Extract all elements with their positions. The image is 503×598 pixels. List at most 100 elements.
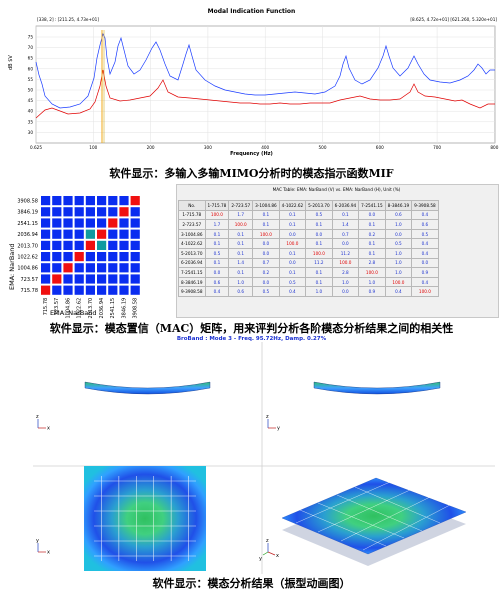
mac-cell [52, 218, 62, 228]
table-row: 5-2013.70 0.5 0.1 0.0 0.1 100.0 11.2 0.1 1.0 0.4 [178, 247, 439, 259]
mac-table-cell: 1.0 [384, 267, 413, 278]
mif-ytick: 40 [28, 109, 34, 114]
side-view-shape [313, 381, 441, 395]
mac-ylabel: 1004.86 [17, 266, 38, 272]
mac-table-cell: 0.0 [305, 228, 333, 240]
mac-cell [97, 218, 107, 228]
mif-xtick: 400 [261, 145, 269, 150]
mac-cell [85, 285, 95, 295]
mac-table-cell: 0.1 [358, 219, 386, 230]
mac-cell [74, 274, 84, 284]
mac-cell [74, 196, 84, 206]
mac-table-cell: 100.0 [331, 257, 360, 269]
mac-table-cell: 1.0 [228, 276, 254, 288]
mif-plot-frame [35, 25, 496, 144]
mac-cell [63, 252, 73, 262]
mac-xlabel: 2036.94 [99, 298, 105, 319]
mac-table-cell: 0.4 [278, 286, 307, 297]
mac-cell [74, 263, 84, 273]
mif-ytick: 55 [28, 77, 34, 82]
mac-table-header: 5-2013.70 [305, 200, 333, 211]
mac-cell [119, 196, 129, 206]
mac-cell [74, 207, 84, 217]
mac-ylabel: 1022.62 [17, 255, 38, 261]
mac-cell [85, 218, 95, 228]
mac-table-cell: 0.1 [278, 267, 307, 278]
top-view-shape [84, 466, 206, 571]
mac-table-row-label: 6-2036.94 [178, 257, 206, 269]
mac-cell [41, 207, 51, 217]
mac-ylabel: 715.78 [21, 288, 39, 294]
mac-cell [108, 207, 118, 217]
mif-chart[interactable]: 75 70 65 60 55 50 45 40 35 30 0.625 100 200 300 400 500… [0, 0, 503, 165]
mif-cursor-left: [338, 2] : [211.25, 4.73e+01] [37, 17, 99, 22]
mac-table-cell: 0.6 [384, 209, 413, 221]
mac-table-cell: 0.2 [252, 267, 280, 278]
mac-table-cell: 0.1 [204, 228, 230, 240]
mac-cell [97, 252, 107, 262]
mac-cell [97, 240, 107, 250]
mac-xlabel: 3908.58 [133, 298, 139, 319]
mac-table-cell: 0.7 [331, 228, 360, 240]
mac-cell [85, 196, 95, 206]
mac-table-cell: 0.4 [204, 286, 230, 297]
mac-table-cell: 0.1 [305, 276, 333, 288]
mac-table-header: 2-723.57 [228, 200, 254, 211]
mac-table-cell: 1.0 [331, 276, 360, 288]
mac-table-cell: 0.0 [331, 286, 360, 297]
mac-cell [119, 274, 129, 284]
iso-view-shape [281, 477, 467, 566]
mac-cell [108, 240, 118, 250]
mac-table-cell: 0.1 [252, 219, 280, 230]
mac-table-cell: 0.4 [411, 247, 439, 259]
mif-xtick: 500 [319, 145, 327, 150]
mif-xlabel: Frequency (Hz) [230, 151, 273, 157]
mac-ylabel: 2541.15 [17, 221, 38, 227]
mode-shape-views[interactable]: z x z y y x y z x [0, 342, 503, 574]
mac-table-cell: 0.4 [411, 238, 439, 249]
mac-cell [108, 263, 118, 273]
mac-table-row-label: 8-3846.19 [178, 276, 206, 288]
mac-table: No. 1-715.78 2-723.57 3-1004.86 4-1022.62 5-2… [178, 200, 439, 297]
table-row: 6-2036.94 0.1 1.4 0.7 0.0 11.2 100.0 2.8 1.0 0.0 [178, 257, 439, 269]
table-row: 4-1022.62 0.1 0.1 0.0 100.0 0.1 0.0 0.1 0.5 0.4 [178, 238, 439, 249]
mac-table-cell: 100.0 [411, 286, 439, 297]
mac-table-cell: 1.4 [331, 219, 360, 230]
mac-table-cell: 0.5 [305, 209, 333, 221]
mac-matrix-xlabel: EMA: NarBand [50, 309, 97, 317]
mac-table-cell: 0.9 [411, 267, 439, 278]
mif-ylabel: dB $V [8, 55, 14, 70]
mac-cell [63, 240, 73, 250]
table-row: 9-3908.58 0.4 0.6 0.5 0.4 1.0 0.0 0.9 0.4 100.0 [178, 286, 439, 297]
mac-cell [130, 252, 140, 262]
mac-cell [74, 240, 84, 250]
mac-matrix[interactable]: 3908.58 3846.19 2541.15 2036.94 2013.70 1022.… [0, 185, 175, 320]
mac-cell [130, 240, 140, 250]
mac-table-cell: 0.0 [204, 267, 230, 278]
mac-table-cell: 0.5 [252, 286, 280, 297]
mac-cell [119, 252, 129, 262]
mif-xtick: 600 [376, 145, 384, 150]
mif-xtick: 100 [89, 145, 97, 150]
mac-cell [52, 285, 62, 295]
mac-table-cell: 100.0 [204, 209, 230, 221]
mac-cell [41, 285, 51, 295]
mac-cell [63, 229, 73, 239]
mac-cell [52, 229, 62, 239]
mac-cell [119, 240, 129, 250]
mac-xlabel: 2013.70 [88, 298, 94, 319]
table-row: 3-1004.86 0.1 0.1 100.0 0.0 0.0 0.7 0.2 0.0 0.5 [178, 228, 439, 240]
mac-table-cell: 100.0 [278, 238, 307, 249]
mif-caption: 软件显示：多输入多输MIMO分析时的模态指示函数MIF [109, 167, 394, 180]
mac-table-cell: 0.6 [228, 286, 254, 297]
mac-cell [97, 229, 107, 239]
mac-table-header: 6-2036.94 [331, 200, 360, 211]
mac-table-cell: 0.1 [358, 238, 386, 249]
anim-caption: 软件显示：模态分析结果（振型动画图） [152, 577, 351, 590]
mac-cell [108, 252, 118, 262]
mac-cell [130, 285, 140, 295]
mac-table-cell: 0.1 [331, 209, 360, 221]
mif-ytick: 65 [28, 56, 34, 61]
mac-table-cell: 100.0 [252, 228, 280, 240]
mac-table-cell: 11.2 [305, 257, 333, 269]
